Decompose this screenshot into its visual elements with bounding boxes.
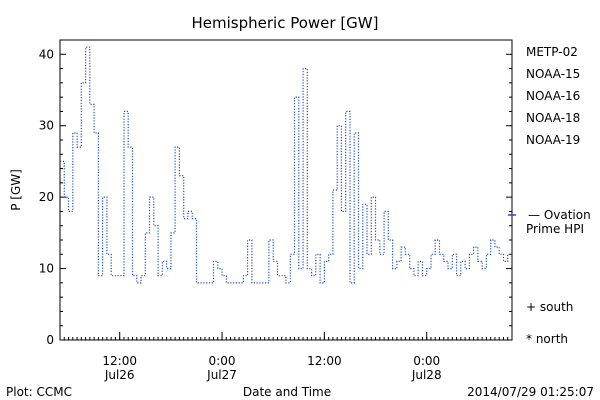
ovation-label-2: Prime HPI [526,222,584,236]
ovation-label: — Ovation [528,208,591,222]
north-marker: * north [526,332,568,346]
x-tick-date: Jul28 [411,368,442,382]
x-tick-date: Jul26 [104,368,135,382]
legend-entry: NOAA-18 [526,111,580,125]
y-tick-label: 10 [39,262,54,276]
legend: METP-02 NOAA-15 NOAA-16 NOAA-18 NOAA-19 [526,45,580,147]
x-tick-time: 0:00 [413,354,440,368]
series-line-noaa-15 [60,46,512,284]
footer-center: Date and Time [243,385,331,399]
x-tick-time: 12:00 [307,354,342,368]
y-axis: 0 10 20 30 40 [39,39,512,347]
y-tick-label: 40 [39,47,54,61]
legend-entry: METP-02 [526,45,578,59]
footer-right: 2014/07/29 01:25:07 [467,385,594,399]
legend-entry: NOAA-15 [526,67,580,81]
x-tick-time: 0:00 [209,354,236,368]
x-tick-time: 12:00 [102,354,137,368]
y-axis-label: P [GW] [9,169,23,211]
y-tick-label: 30 [39,119,54,133]
y-tick-label: 20 [39,190,54,204]
chart-title: Hemispheric Power [GW] [192,14,379,32]
y-tick-label: 0 [46,333,54,347]
plot-frame [59,39,513,341]
x-tick-date: Jul27 [206,368,237,382]
footer-left: Plot: CCMC [6,385,72,399]
legend-entry: NOAA-19 [526,133,580,147]
legend-entry: NOAA-16 [526,89,580,103]
south-marker: + south [526,300,573,314]
series-group [60,46,516,284]
